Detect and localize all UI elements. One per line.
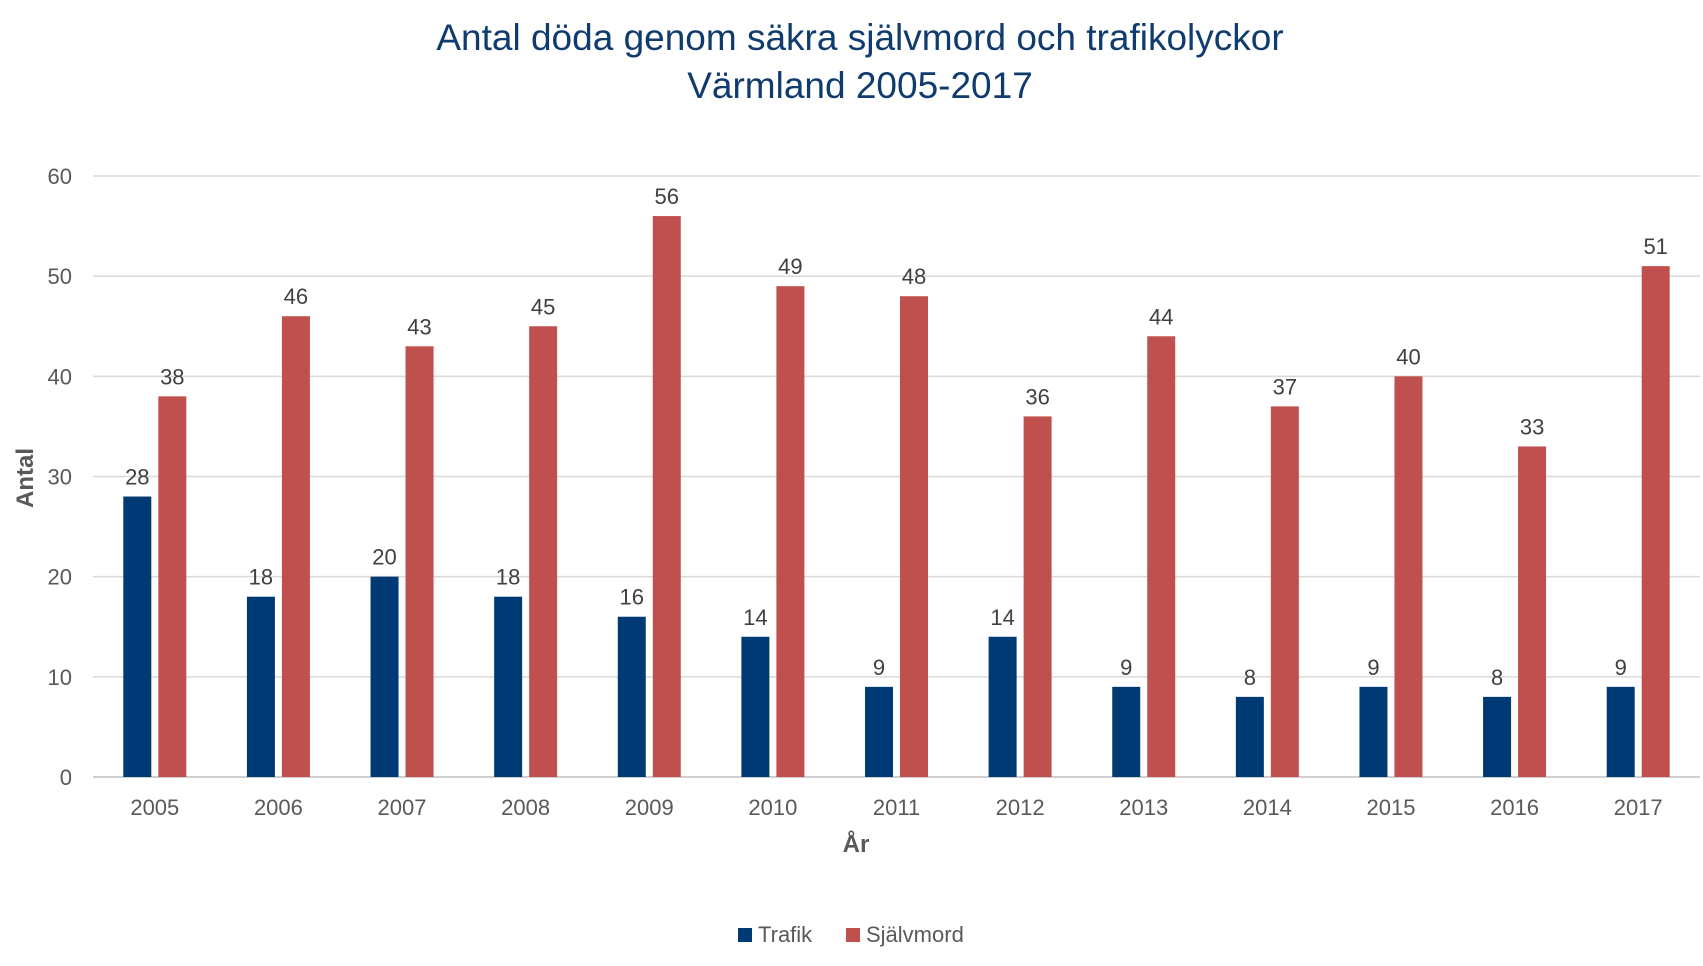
data-label-sjalvmord: 44 <box>1149 304 1173 329</box>
y-tick-label: 0 <box>60 765 72 790</box>
bar-trafik <box>370 576 399 777</box>
x-tick-label: 2012 <box>996 795 1045 820</box>
y-tick-label: 50 <box>48 264 72 289</box>
data-label-sjalvmord: 56 <box>655 184 679 209</box>
data-label-trafik: 20 <box>372 545 396 570</box>
data-label-trafik: 28 <box>125 465 149 490</box>
data-label-sjalvmord: 38 <box>160 364 184 389</box>
x-axis-title: År <box>843 830 870 858</box>
bar-trafik <box>494 596 523 777</box>
data-label-sjalvmord: 33 <box>1520 414 1544 439</box>
x-tick-label: 2009 <box>625 795 674 820</box>
bar-sjalvmord <box>529 326 558 777</box>
data-label-sjalvmord: 43 <box>407 314 431 339</box>
data-label-sjalvmord: 37 <box>1273 374 1297 399</box>
data-label-sjalvmord: 40 <box>1396 344 1420 369</box>
bar-sjalvmord <box>1641 266 1670 777</box>
y-tick-label: 10 <box>48 665 72 690</box>
data-label-sjalvmord: 51 <box>1643 234 1667 259</box>
bar-trafik <box>1112 686 1141 777</box>
y-tick-label: 20 <box>48 565 72 590</box>
chart-title-line-2: Värmland 2005-2017 <box>687 65 1033 106</box>
bar-sjalvmord <box>158 396 187 777</box>
bar-sjalvmord <box>1394 376 1423 777</box>
x-tick-label: 2010 <box>748 795 797 820</box>
bars <box>123 216 1670 778</box>
chart-title-line-1: Antal döda genom säkra självmord och tra… <box>436 17 1283 58</box>
bar-sjalvmord <box>776 286 805 777</box>
data-label-sjalvmord: 36 <box>1025 384 1049 409</box>
data-label-trafik: 18 <box>249 565 273 590</box>
bar-trafik <box>1606 686 1635 777</box>
y-tick-label: 40 <box>48 364 72 389</box>
bar-sjalvmord <box>281 316 310 777</box>
y-axis-title: Antal <box>12 448 39 508</box>
data-label-trafik: 9 <box>1120 655 1132 680</box>
bar-sjalvmord <box>405 346 434 777</box>
bar-sjalvmord <box>1270 406 1299 777</box>
data-label-trafik: 8 <box>1491 665 1503 690</box>
bar-trafik <box>617 616 646 777</box>
data-label-trafik: 14 <box>990 605 1014 630</box>
bar-sjalvmord <box>1023 416 1052 777</box>
legend-label-trafik: Trafik <box>758 922 813 947</box>
data-label-trafik: 9 <box>873 655 885 680</box>
x-tick-label: 2006 <box>254 795 303 820</box>
legend-label-sjalvmord: Självmord <box>866 922 964 947</box>
data-label-sjalvmord: 48 <box>902 264 926 289</box>
data-label-trafik: 16 <box>620 585 644 610</box>
x-tick-label: 2016 <box>1490 795 1539 820</box>
bar-trafik <box>1359 686 1388 777</box>
bar-trafik <box>865 686 893 777</box>
x-tick-label: 2011 <box>873 795 920 820</box>
bar-trafik <box>123 496 152 777</box>
bar-trafik <box>988 636 1017 777</box>
x-tick-label: 2008 <box>501 795 550 820</box>
y-axis-ticks: 0 10 20 30 40 50 60 <box>48 164 72 790</box>
y-tick-label: 30 <box>48 465 72 490</box>
bar-trafik <box>741 636 770 777</box>
y-tick-label: 60 <box>48 164 72 189</box>
bar-trafik <box>246 596 275 777</box>
data-labels: 28 38 18 46 20 43 18 45 16 56 14 49 9 48 14 36 9 44 8 37 9 40… <box>125 184 1668 690</box>
x-tick-label: 2015 <box>1366 795 1415 820</box>
legend-swatch-trafik <box>738 928 752 942</box>
data-label-trafik: 18 <box>496 565 520 590</box>
data-label-trafik: 14 <box>743 605 767 630</box>
bar-trafik <box>1483 696 1512 777</box>
x-tick-label: 2005 <box>130 795 179 820</box>
data-label-sjalvmord: 49 <box>778 254 802 279</box>
x-tick-label: 2013 <box>1119 795 1168 820</box>
legend-swatch-sjalvmord <box>846 928 860 942</box>
bar-trafik <box>1235 696 1264 777</box>
x-tick-label: 2014 <box>1243 795 1292 820</box>
x-tick-label: 2007 <box>378 795 427 820</box>
bar-sjalvmord <box>1147 336 1176 777</box>
x-tick-label: 2017 <box>1614 795 1663 820</box>
data-label-sjalvmord: 45 <box>531 294 555 319</box>
gridlines <box>93 175 1700 778</box>
data-label-trafik: 8 <box>1244 665 1256 690</box>
bar-sjalvmord <box>1518 446 1547 777</box>
data-label-trafik: 9 <box>1615 655 1627 680</box>
bar-sjalvmord <box>900 296 928 777</box>
bar-sjalvmord <box>652 216 681 778</box>
x-axis-ticks: 2005 2006 2007 2008 2009 2010 2011 2012 2013 2014… <box>130 795 1662 820</box>
data-label-trafik: 9 <box>1367 655 1379 680</box>
legend: Trafik Självmord <box>738 922 964 947</box>
data-label-sjalvmord: 46 <box>284 284 308 309</box>
